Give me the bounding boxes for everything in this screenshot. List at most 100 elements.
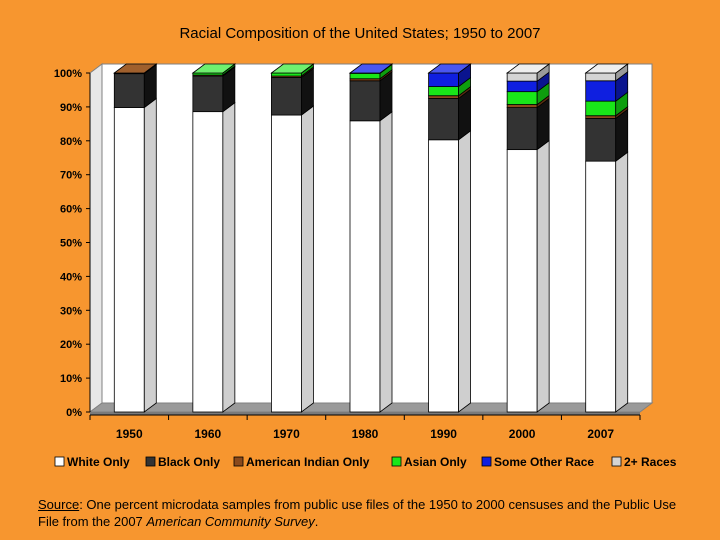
y-tick-label: 40%: [60, 271, 82, 283]
legend-item: Asian Only: [391, 455, 467, 469]
bar-segment: [428, 129, 471, 413]
legend-swatch: [481, 456, 492, 467]
legend-swatch: [145, 456, 156, 467]
bar-front-white-only: [271, 114, 302, 413]
y-tick-label: 10%: [60, 373, 82, 385]
bar-front-white-only: [349, 120, 381, 413]
source-italic: American Community Survey: [146, 514, 315, 529]
legend-item: 2+ Races: [611, 455, 677, 469]
bar-top: [505, 63, 551, 74]
y-tick-label: 100%: [54, 68, 82, 80]
bar-front-2-races: [506, 72, 538, 82]
x-tick-label: 1950: [116, 427, 143, 441]
bar-segment: [192, 66, 236, 113]
x-tick-label: 1960: [195, 427, 222, 441]
bar-segment: [428, 88, 471, 141]
bar-front-some-other-race: [428, 72, 459, 87]
y-tick-label: 60%: [60, 204, 82, 216]
x-axis: 1950 1960 1970 1980 1990 2000 2007: [89, 414, 641, 441]
bar-segment: [584, 63, 629, 82]
y-tick-label: 50%: [60, 238, 82, 250]
legend-swatch: [391, 456, 402, 467]
bar-side: [143, 97, 157, 413]
y-tick-label: 0%: [66, 407, 82, 419]
bar-top: [348, 63, 394, 74]
y-tick-label: 90%: [60, 102, 82, 114]
x-tick-label: 1990: [430, 427, 457, 441]
bar-segment: [113, 63, 158, 75]
x-tick-label: 1970: [273, 427, 300, 441]
bar-top: [270, 63, 315, 74]
bar-side: [222, 101, 236, 413]
bar-front-some-other-race: [585, 80, 617, 102]
legend-label: Some Other Race: [494, 455, 594, 469]
bar-front-some-other-race: [506, 80, 538, 93]
bar-segment: [192, 101, 236, 413]
bar-side: [379, 110, 393, 413]
bar-front-black-only: [349, 80, 381, 122]
bar-series: [113, 63, 629, 413]
bar-segment: [505, 63, 551, 82]
legend-item: Black Only: [145, 455, 220, 469]
bar-top: [427, 63, 472, 74]
bar-segment: [271, 67, 314, 116]
bar-segment: [349, 110, 393, 413]
bar-segment: [427, 63, 472, 88]
bar-segment: [585, 108, 629, 162]
y-tick-label: 30%: [60, 305, 82, 317]
bar-front-white-only: [428, 139, 459, 413]
bar-segment: [270, 63, 315, 77]
bar-side: [615, 151, 629, 413]
source-text: : One percent microdata samples from pub…: [38, 497, 677, 529]
legend-swatch: [54, 456, 65, 467]
bar-segment: [191, 63, 237, 76]
bar-front-black-only: [113, 73, 145, 108]
bar-front-white-only: [506, 149, 538, 413]
bar-side: [301, 105, 314, 413]
bar-top: [113, 63, 158, 74]
bar-front-asian-only: [506, 91, 538, 105]
legend-item: White Only: [54, 455, 130, 469]
bar-front-black-only: [585, 118, 617, 162]
bar-front-black-only: [428, 98, 459, 141]
legend-label: Asian Only: [404, 455, 467, 469]
bar-segment: [348, 63, 394, 75]
bar-top: [191, 63, 237, 74]
y-axis: 0% 10% 20% 30% 40% 50% 60% 70% 80% 90% 100%: [54, 68, 91, 419]
legend-label: American Indian Only: [246, 455, 370, 469]
y-tick-label: 20%: [60, 339, 82, 351]
x-tick-label: 2007: [587, 427, 614, 441]
bar-front-white-only: [113, 107, 145, 413]
y-tick-label: 80%: [60, 136, 82, 148]
legend: White Only Black Only American Indian Only…: [54, 455, 677, 469]
legend-item: Some Other Race: [481, 455, 594, 469]
bar-front-white-only: [192, 111, 224, 413]
legend-label: White Only: [67, 455, 130, 469]
bar-front-asian-only: [585, 100, 617, 117]
x-tick-label: 1980: [352, 427, 379, 441]
legend-label: 2+ Races: [624, 455, 677, 469]
bar-front-asian-only: [349, 72, 381, 80]
bar-front-2-races: [585, 72, 617, 82]
bar-segment: [113, 97, 157, 413]
bar-segment: [506, 139, 550, 413]
legend-swatch: [611, 456, 622, 467]
bar-front-asian-only: [271, 72, 302, 77]
source-end: .: [314, 514, 319, 529]
bar-front-black-only: [271, 77, 302, 116]
bar-segment: [506, 97, 550, 151]
y-tick-label: 70%: [60, 170, 82, 182]
bar-segment: [585, 151, 629, 413]
bar-front-american-indian-only: [585, 115, 617, 119]
bar-segment: [349, 70, 393, 122]
source-note: Source: One percent microdata samples fr…: [38, 496, 698, 530]
side-wall: [89, 63, 103, 413]
source-label: Source: [38, 497, 80, 512]
bar-segment: [585, 91, 629, 117]
x-tick-label: 2000: [509, 427, 536, 441]
bar-side: [458, 129, 471, 413]
legend-label: Black Only: [158, 455, 220, 469]
legend-item: American Indian Only: [233, 455, 370, 469]
bar-segment: [271, 105, 314, 413]
